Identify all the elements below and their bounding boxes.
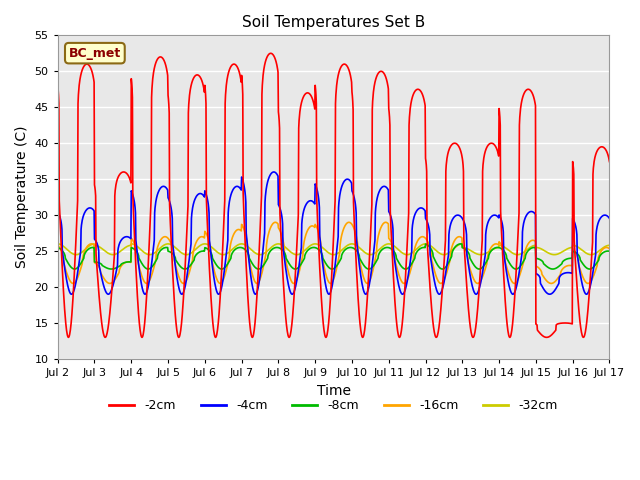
Text: BC_met: BC_met [68,47,121,60]
-16cm [285,269,292,275]
-4cm [68,291,76,297]
-8cm [54,245,61,251]
-32cm [54,241,61,247]
-32cm [176,249,184,254]
-16cm [271,219,279,225]
-16cm [510,280,518,286]
-4cm [419,205,427,211]
-2cm [54,83,61,88]
-4cm [271,169,279,175]
-16cm [176,276,184,282]
-32cm [605,242,613,248]
Y-axis label: Soil Temperature (C): Soil Temperature (C) [15,126,29,268]
-4cm [285,282,292,288]
-16cm [419,234,427,240]
-8cm [457,241,465,247]
-32cm [419,242,426,248]
-4cm [176,288,184,294]
-4cm [510,291,518,297]
Line: -8cm: -8cm [58,244,609,269]
-8cm [419,245,426,251]
-32cm [284,247,292,252]
-2cm [419,93,427,98]
-32cm [72,252,80,258]
Line: -32cm: -32cm [58,244,609,255]
-8cm [510,265,518,271]
-2cm [285,334,292,339]
Line: -4cm: -4cm [58,172,609,294]
-4cm [54,209,61,215]
-2cm [176,332,184,338]
-8cm [605,248,613,254]
-32cm [509,251,517,256]
-2cm [605,159,613,165]
-8cm [284,259,292,264]
-2cm [557,320,565,326]
-2cm [267,50,275,56]
-16cm [605,246,613,252]
Title: Soil Temperatures Set B: Soil Temperatures Set B [242,15,425,30]
-32cm [557,250,564,255]
-16cm [69,280,77,286]
X-axis label: Time: Time [317,384,351,397]
-2cm [271,55,279,61]
-8cm [271,245,278,251]
-2cm [510,309,518,314]
-2cm [65,335,72,340]
Legend: -2cm, -4cm, -8cm, -16cm, -32cm: -2cm, -4cm, -8cm, -16cm, -32cm [104,395,563,418]
-32cm [271,242,278,248]
-8cm [557,262,565,267]
-16cm [271,219,278,225]
-8cm [71,266,79,272]
-4cm [605,216,613,221]
-4cm [270,169,278,175]
Line: -2cm: -2cm [58,53,609,337]
-16cm [54,242,61,248]
Line: -16cm: -16cm [58,222,609,283]
-16cm [557,268,565,274]
-8cm [176,263,184,269]
-4cm [557,272,565,278]
